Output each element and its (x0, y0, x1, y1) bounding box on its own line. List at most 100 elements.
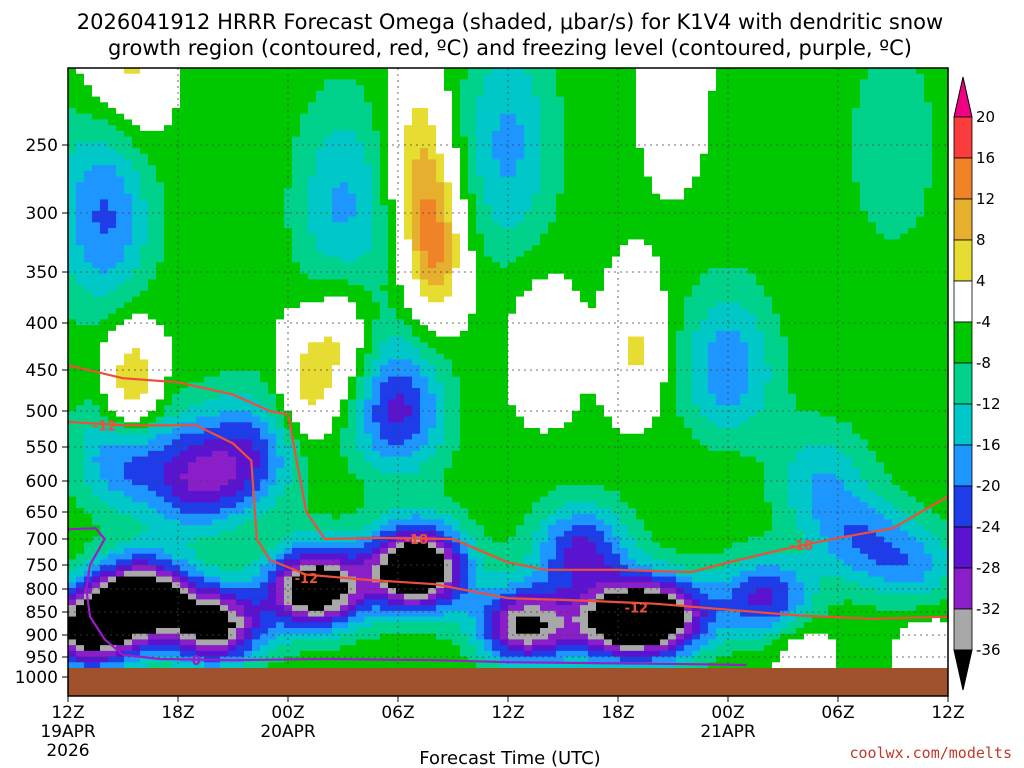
omega-cell (172, 485, 189, 492)
colorbar-swatch (953, 362, 973, 405)
omega-cell (756, 319, 781, 326)
omega-cell (156, 405, 165, 412)
omega-cell (620, 513, 637, 521)
omega-cell (76, 610, 229, 618)
omega-cell (452, 210, 469, 218)
omega-cell (268, 650, 301, 658)
omega-cell (684, 308, 709, 315)
omega-cell (932, 148, 949, 155)
omega-cell (900, 633, 949, 641)
omega-cell (156, 176, 293, 183)
omega-cell (932, 113, 949, 121)
omega-cell (924, 90, 949, 98)
omega-cell (868, 216, 917, 223)
omega-cell (708, 113, 853, 121)
omega-cell (468, 148, 477, 155)
omega-cell (684, 313, 709, 321)
omega-cell (292, 170, 317, 178)
omega-cell (196, 548, 269, 555)
omega-cell (380, 393, 397, 401)
omega-cell (372, 325, 413, 332)
omega-cell (588, 588, 605, 595)
omega-cell (140, 250, 165, 258)
omega-cell (492, 616, 501, 623)
omega-cell (284, 490, 309, 498)
omega-cell (436, 348, 509, 355)
omega-cell (412, 513, 421, 521)
omega-cell (356, 410, 365, 418)
omega-cell (108, 582, 173, 589)
omega-cell (564, 616, 573, 623)
omega-cell (476, 222, 501, 229)
omega-cell (652, 176, 693, 183)
omega-cell (652, 182, 693, 189)
omega-cell (908, 622, 949, 629)
omega-cell (764, 530, 805, 538)
omega-cell (68, 176, 85, 183)
y-tick-label: 800 (26, 580, 58, 600)
omega-cell (244, 628, 253, 635)
omega-cell (356, 473, 445, 481)
omega-cell (460, 410, 517, 418)
omega-cell (172, 582, 181, 589)
omega-cell (364, 325, 373, 332)
omega-cell (100, 462, 125, 469)
omega-cell (300, 445, 341, 452)
omega-cell (444, 388, 461, 395)
omega-cell (140, 176, 157, 183)
omega-cell (164, 388, 181, 395)
omega-cell (444, 228, 453, 235)
omega-cell (348, 296, 373, 303)
omega-cell (852, 536, 885, 543)
omega-cell (764, 336, 789, 343)
omega-cell (84, 176, 125, 183)
omega-cell (332, 616, 349, 623)
omega-cell (164, 462, 189, 469)
omega-cell (260, 570, 269, 578)
omega-cell (372, 553, 381, 561)
omega-cell (380, 148, 389, 155)
omega-cell (172, 348, 277, 355)
omega-cell (284, 222, 309, 229)
omega-cell (444, 559, 453, 566)
omega-cell (564, 96, 637, 103)
omega-cell (84, 250, 125, 258)
omega-cell (396, 308, 413, 315)
omega-cell (444, 176, 461, 183)
omega-cell (444, 485, 557, 492)
omega-cell (932, 565, 949, 572)
omega-cell (868, 210, 925, 218)
omega-cell (788, 605, 797, 612)
omega-cell (108, 205, 133, 212)
omega-cell (68, 576, 77, 583)
omega-cell (388, 548, 397, 555)
omega-cell (748, 376, 773, 383)
omega-cell (332, 622, 349, 629)
omega-cell (412, 199, 421, 206)
omega-cell (316, 148, 365, 155)
omega-cell (172, 399, 205, 406)
omega-cell (644, 165, 701, 172)
omega-cell (748, 348, 765, 355)
omega-cell (468, 530, 485, 538)
omega-cell (180, 639, 197, 646)
omega-cell (420, 319, 469, 326)
omega-cell (460, 148, 469, 155)
omega-cell (100, 353, 125, 361)
omega-cell (372, 359, 389, 366)
omega-cell (444, 422, 461, 429)
omega-cell (252, 502, 277, 509)
omega-cell (716, 616, 781, 623)
omega-cell (532, 530, 549, 538)
omega-cell (556, 85, 637, 92)
omega-cell (68, 159, 133, 166)
omega-cell (380, 428, 421, 435)
omega-cell (932, 530, 949, 538)
omega-cell (68, 233, 77, 241)
omega-cell (380, 370, 421, 378)
omega-cell (716, 633, 765, 641)
omega-cell (276, 393, 285, 401)
omega-cell (76, 199, 101, 206)
omega-cell (356, 353, 365, 361)
omega-cell (108, 102, 181, 109)
